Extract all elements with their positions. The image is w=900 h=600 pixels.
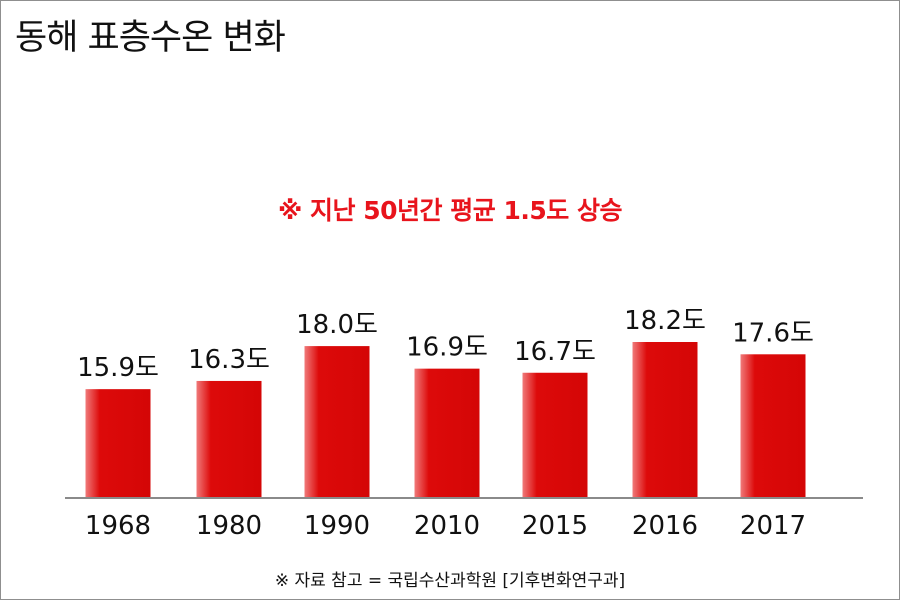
value-label-2015: 16.7도	[514, 337, 596, 367]
x-tick-1968: 1968	[85, 511, 151, 541]
value-label-1980: 16.3도	[188, 345, 270, 375]
value-label-2017: 17.6도	[732, 318, 814, 348]
x-tick-1980: 1980	[196, 511, 262, 541]
chart-subtitle: ※ 지난 50년간 평균 1.5도 상승	[278, 196, 622, 225]
value-label-1990: 18.0도	[296, 310, 378, 340]
bar-1980	[196, 380, 262, 497]
chart-title: 동해 표층수온 변화	[15, 18, 286, 58]
value-label-1968: 15.9도	[77, 353, 159, 383]
bar-2017	[740, 354, 806, 497]
bar-2010	[414, 368, 480, 497]
value-label-2010: 16.9도	[406, 333, 488, 363]
bar-2015	[522, 372, 588, 497]
bar-1990	[304, 346, 370, 497]
x-tick-2017: 2017	[740, 511, 806, 541]
source-note: ※ 자료 참고 = 국립수산과학원 [기후변화연구과]	[274, 571, 626, 591]
bar-group: 15.9도 1968 16.3도 1980 18.0도 1990 16.9도 2010 16.7…	[77, 306, 814, 541]
value-label-2016: 18.2도	[624, 306, 706, 336]
x-tick-2015: 2015	[522, 511, 588, 541]
bar-1968	[85, 389, 151, 497]
x-tick-1990: 1990	[304, 511, 370, 541]
x-tick-2010: 2010	[414, 511, 480, 541]
x-tick-2016: 2016	[632, 511, 698, 541]
bar-2016	[632, 342, 698, 497]
